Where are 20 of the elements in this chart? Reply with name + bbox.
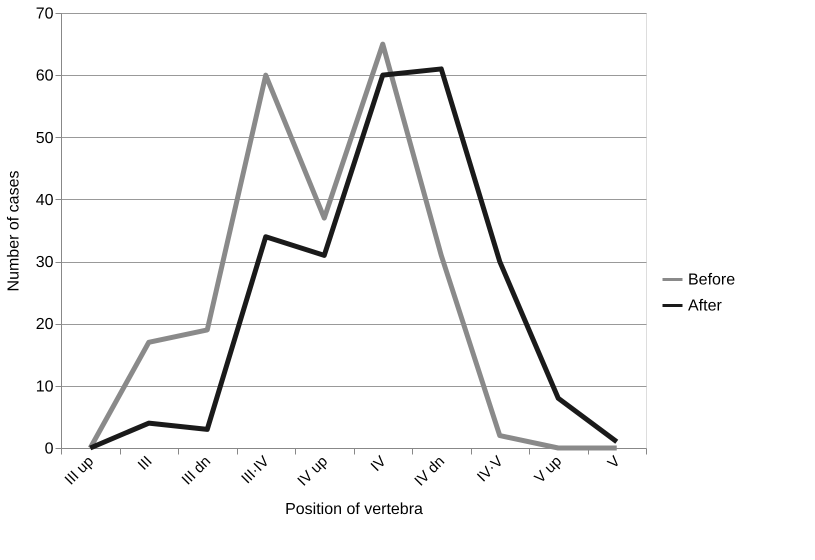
y-tick-label: 40	[36, 192, 54, 209]
x-tick-label: III up	[62, 452, 98, 488]
x-axis-title: Position of vertebra	[285, 500, 424, 518]
x-tick-label: IV dn	[411, 452, 448, 490]
x-tick-label: III dn	[178, 452, 214, 488]
legend-label: After	[688, 298, 722, 314]
y-tick-label: 50	[36, 130, 54, 147]
x-tick-label: IV	[368, 452, 390, 475]
x-tick-label: V up	[531, 452, 566, 487]
x-tick-label: IV up	[294, 452, 332, 490]
y-axis-title: Number of cases	[6, 170, 23, 292]
y-tick-label: 0	[44, 440, 54, 458]
legend-label: Before	[688, 272, 736, 288]
y-tick-label: 70	[36, 6, 54, 22]
x-tick-label: V	[604, 452, 624, 472]
y-tick-label: 20	[36, 316, 54, 334]
y-tick-label: 10	[36, 378, 54, 396]
x-tick-label: III	[134, 452, 156, 474]
y-tick-label: 60	[36, 68, 54, 85]
y-tick-label: 30	[36, 254, 54, 272]
